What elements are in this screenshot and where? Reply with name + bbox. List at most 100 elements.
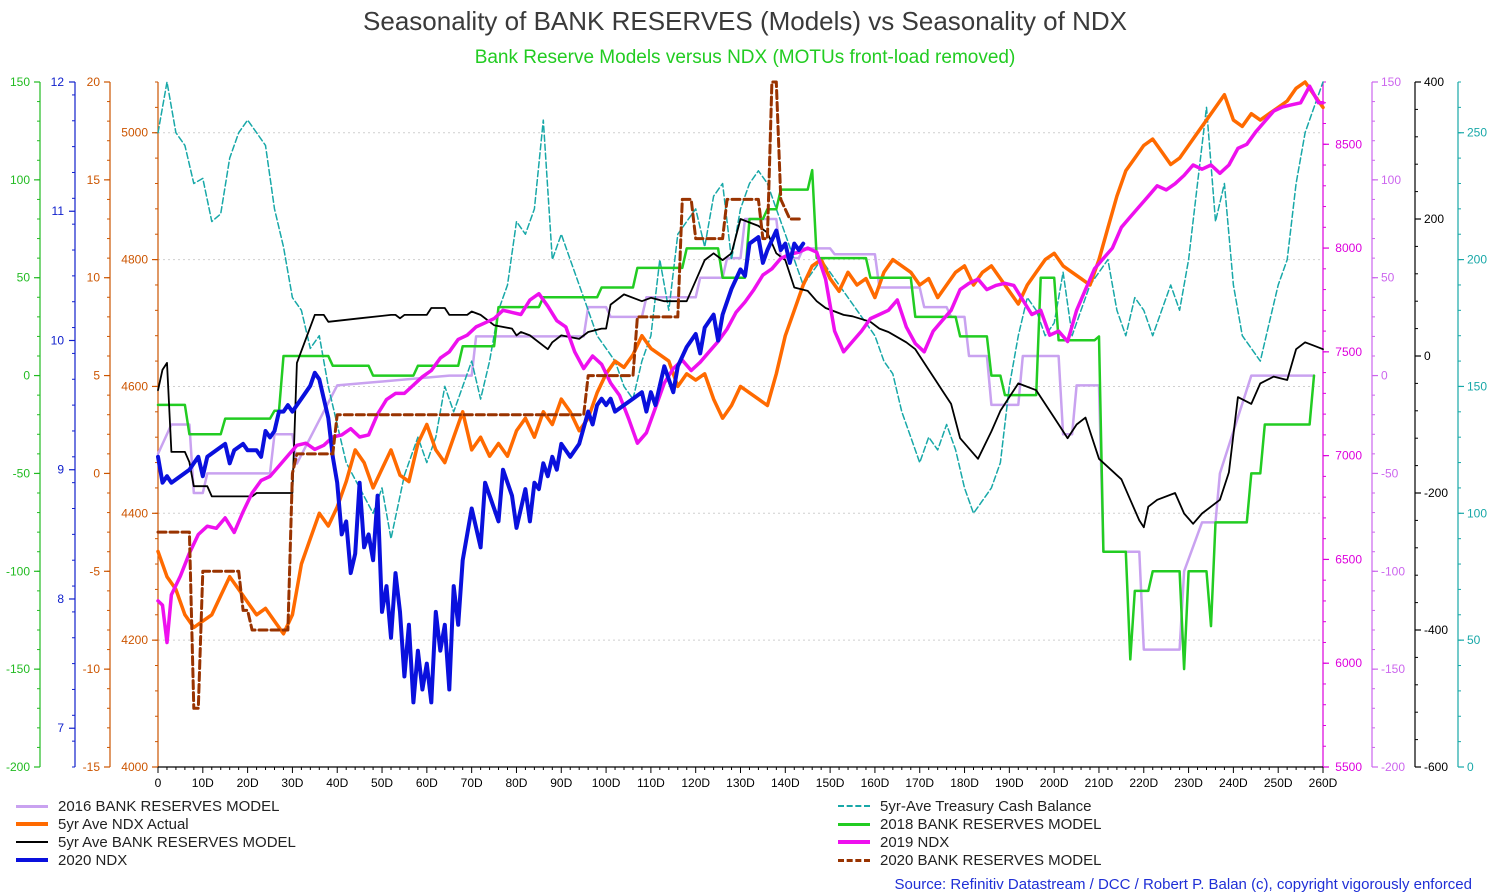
axis-tick-label: 5500 xyxy=(1335,760,1362,774)
axis-tick-label: -5 xyxy=(89,564,100,578)
legend-label: 2019 NDX xyxy=(880,833,950,851)
chart-subtitle: Bank Reserve Models versus NDX (MOTUs fr… xyxy=(474,47,1016,68)
axis-tick-label: 0 xyxy=(1381,369,1388,383)
axis-tick-label: 0 xyxy=(1467,760,1474,774)
legend-label: 5yr Ave NDX Actual xyxy=(58,815,189,833)
y-axis-black: -600 -400 -200 0 200 400 xyxy=(1414,75,1448,774)
chart-title: Seasonality of BANK RESERVES (Models) vs… xyxy=(363,6,1127,36)
legend-swatch xyxy=(16,822,48,826)
y-axis-orange_small: -15 -10 -5 0 5 10 15 20 xyxy=(83,75,111,774)
x-axis-tick-label: 260D xyxy=(1309,776,1338,790)
x-axis-tick-label: 60D xyxy=(416,776,438,790)
axis-tick-label: 8000 xyxy=(1335,241,1362,255)
axis-tick-label: 6500 xyxy=(1335,552,1362,566)
x-axis-tick-label: 70D xyxy=(461,776,483,790)
x-axis-tick-label: 210D xyxy=(1085,776,1114,790)
legend-label: 5yr-Ave Treasury Cash Balance xyxy=(880,797,1092,815)
series-2018-bank-reserves-model xyxy=(156,168,1316,671)
axis-tick-label: 4000 xyxy=(121,760,148,774)
legend-label: 2020 BANK RESERVES MODEL xyxy=(880,851,1102,869)
axis-tick-label: 0 xyxy=(1424,349,1431,363)
legend-item: 5yr-Ave Treasury Cash Balance xyxy=(838,797,1092,815)
axis-tick-label: 20 xyxy=(87,75,101,89)
x-axis-tick-label: 170D xyxy=(905,776,934,790)
x-axis-tick-label: 130D xyxy=(726,776,755,790)
legend-item: 2016 BANK RESERVES MODEL xyxy=(16,797,279,815)
series-2020-ndx xyxy=(156,228,806,705)
axis-tick-label: -150 xyxy=(1381,662,1405,676)
x-axis-tick-label: 20D xyxy=(237,776,259,790)
x-axis-tick-label: 10D xyxy=(192,776,214,790)
axis-tick-label: -10 xyxy=(83,662,101,676)
y-axis-ndx_orange: 4000 4200 4400 4600 4800 5000 xyxy=(121,81,159,774)
axis-tick-label: -600 xyxy=(1424,760,1448,774)
source-credit: Source: Refinitiv Datastream / DCC / Rob… xyxy=(894,876,1472,893)
axis-tick-label: -400 xyxy=(1424,623,1448,637)
legend-swatch xyxy=(838,858,870,862)
x-axis-tick-label: 50D xyxy=(371,776,393,790)
axis-tick-label: 4800 xyxy=(121,253,148,267)
x-axis-tick-label: 240D xyxy=(1219,776,1248,790)
x-axis-tick-label: 0 xyxy=(155,776,162,790)
x-axis-tick-label: 110D xyxy=(637,776,665,790)
axis-tick-label: 100 xyxy=(1381,173,1401,187)
series-2019-ndx xyxy=(156,84,1325,645)
axis-tick-label: -100 xyxy=(1381,564,1405,578)
series-5yr-ave-bank-reserves-model xyxy=(157,218,1324,529)
y-axis-blue: 7 8 9 10 11 12 xyxy=(51,75,76,768)
axis-tick-label: 4400 xyxy=(121,506,148,520)
legend-label: 2018 BANK RESERVES MODEL xyxy=(880,815,1102,833)
x-axis-tick-label: 120D xyxy=(681,776,710,790)
x-axis-tick-label: 40D xyxy=(326,776,348,790)
x-axis: 0 10D 20D 30D 40D 50D 60D 70D 80D 90D 100D 110D 120D… xyxy=(155,766,1338,790)
y-axis-magenta: 5500 6000 6500 7000 7500 8000 8500 xyxy=(1322,81,1362,774)
axis-tick-label: 0 xyxy=(93,466,100,480)
axis-tick-label: 200 xyxy=(1467,253,1487,267)
series-5yr-ave-ndx-actual xyxy=(156,80,1325,636)
legend-item: 2020 NDX xyxy=(16,851,127,869)
axis-tick-label: 150 xyxy=(1467,379,1487,393)
axis-tick-label: -50 xyxy=(1381,466,1399,480)
axis-tick-label: 7500 xyxy=(1335,345,1362,359)
y-axis-teal: 0 50 100 150 200 250 xyxy=(1457,81,1487,774)
x-axis-tick-label: 160D xyxy=(861,776,890,790)
axis-tick-label: -100 xyxy=(6,564,30,578)
axis-tick-label: 7 xyxy=(57,721,64,735)
series-2020-bank-reserves-model xyxy=(156,80,805,710)
axis-tick-label: 4600 xyxy=(121,379,148,393)
series-5yr-ave-treasury-cash-balance xyxy=(157,81,1324,540)
legend-label: 2020 NDX xyxy=(58,851,128,869)
legend-label: 2016 BANK RESERVES MODEL xyxy=(58,797,280,815)
axis-tick-label: -50 xyxy=(13,466,31,480)
legend-item: 2020 BANK RESERVES MODEL xyxy=(838,851,1101,869)
axis-tick-label: -200 xyxy=(1381,760,1405,774)
y-axis-green: -200 -150 -100 -50 0 50 100 150 xyxy=(6,75,41,774)
axis-tick-label: 10 xyxy=(87,271,101,285)
axis-tick-label: 50 xyxy=(1381,271,1395,285)
x-axis-tick-label: 190D xyxy=(995,776,1024,790)
axis-tick-label: 5000 xyxy=(121,126,148,140)
axis-tick-label: 50 xyxy=(1467,633,1481,647)
axis-tick-label: -200 xyxy=(1424,486,1448,500)
y-axis-violet: -200 -150 -100 -50 0 50 100 150 xyxy=(1371,75,1405,774)
x-axis-tick-label: 220D xyxy=(1129,776,1158,790)
x-axis-tick-label: 230D xyxy=(1174,776,1203,790)
axis-tick-label: 7000 xyxy=(1335,449,1362,463)
axis-tick-label: 100 xyxy=(1467,506,1487,520)
x-axis-tick-label: 100D xyxy=(592,776,621,790)
axis-tick-label: 150 xyxy=(10,75,30,89)
axis-tick-label: 150 xyxy=(1381,75,1401,89)
axis-tick-label: 4200 xyxy=(121,633,148,647)
legend-item: 2018 BANK RESERVES MODEL xyxy=(838,815,1101,833)
axis-tick-label: 8500 xyxy=(1335,137,1362,151)
x-axis-tick-label: 80D xyxy=(505,776,527,790)
axis-tick-label: 15 xyxy=(87,173,101,187)
axis-tick-label: -200 xyxy=(6,760,30,774)
axis-tick-label: 10 xyxy=(51,333,65,347)
x-axis-tick-label: 180D xyxy=(950,776,979,790)
legend-swatch xyxy=(838,822,870,826)
axis-tick-label: 200 xyxy=(1424,212,1444,226)
x-axis-tick-label: 90D xyxy=(550,776,572,790)
axis-tick-label: -150 xyxy=(6,662,30,676)
